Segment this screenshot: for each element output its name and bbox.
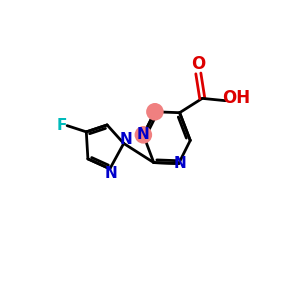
Text: OH: OH (222, 89, 250, 107)
Text: N: N (120, 132, 132, 147)
Text: N: N (137, 128, 150, 142)
Circle shape (135, 126, 152, 144)
Text: N: N (173, 156, 186, 171)
Text: N: N (105, 166, 117, 181)
Text: O: O (191, 55, 206, 73)
Circle shape (146, 103, 164, 121)
Text: F: F (57, 118, 67, 133)
